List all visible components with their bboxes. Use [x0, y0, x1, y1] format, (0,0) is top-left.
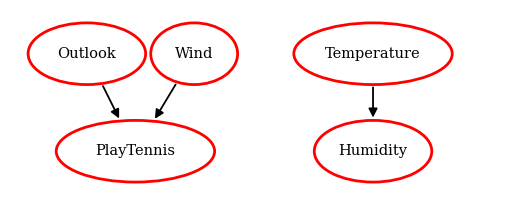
Ellipse shape [294, 23, 452, 85]
Text: Temperature: Temperature [325, 47, 421, 61]
Text: Wind: Wind [175, 47, 214, 61]
Ellipse shape [151, 23, 238, 85]
Ellipse shape [314, 120, 432, 182]
Text: Outlook: Outlook [58, 47, 116, 61]
Text: PlayTennis: PlayTennis [96, 144, 175, 158]
Ellipse shape [56, 120, 215, 182]
Ellipse shape [28, 23, 146, 85]
Text: Humidity: Humidity [338, 144, 408, 158]
